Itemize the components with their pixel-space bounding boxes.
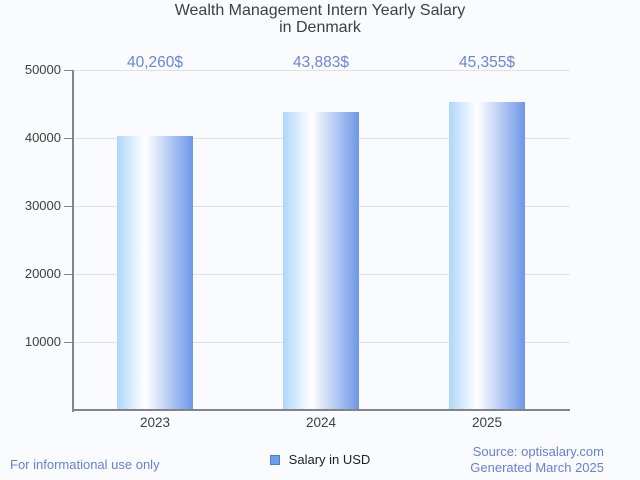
bar-2025 [449,101,525,409]
chart-title-line2: in Denmark [279,18,361,36]
gridline-50000 [72,69,570,71]
legend-swatch-icon [269,454,280,465]
y-axis-tick-30000 [64,205,72,207]
y-axis-tick-50000 [64,69,72,71]
y-axis-tick-20000 [64,273,72,275]
bar-value-label-2024: 43,883$ [292,54,350,71]
x-tick-label-2024: 2024 [305,415,337,430]
generated-line: Generated March 2025 [470,459,604,475]
y-tick-label-40000: 40000 [24,130,61,145]
y-axis-tick-40000 [64,137,72,139]
source-attribution: Source: optisalary.com Generated March 2… [470,444,604,475]
x-tick-label-2023: 2023 [139,415,171,430]
bar-value-label-2025: 45,355$ [458,54,516,71]
chart-legend: Salary in USD [0,452,640,467]
bar-2024 [283,111,359,409]
chart-title: Wealth Management Intern Yearly Salary i… [0,2,640,36]
y-tick-label-30000: 30000 [24,198,61,213]
x-axis-line [72,409,570,411]
source-line: Source: optisalary.com [472,444,604,459]
y-axis-line [72,70,74,412]
y-tick-label-20000: 20000 [24,266,61,281]
y-tick-label-10000: 10000 [24,334,61,349]
y-axis-tick-10000 [64,341,72,343]
legend-label: Salary in USD [288,452,371,467]
chart-title-line1: Wealth Management Intern Yearly Salary [174,2,466,19]
bar-2023 [117,136,193,409]
disclaimer-note: For informational use only [10,457,160,472]
y-tick-label-50000: 50000 [24,62,61,77]
x-tick-label-2025: 2025 [471,415,503,430]
bar-value-label-2023: 40,260$ [126,54,184,71]
